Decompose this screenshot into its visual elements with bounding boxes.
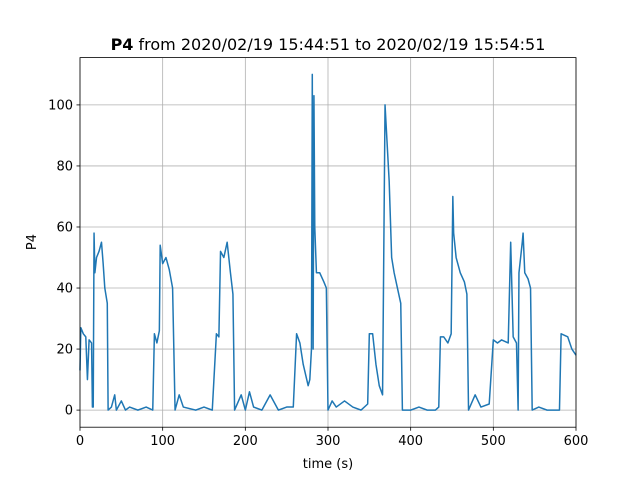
axes-frame xyxy=(79,57,577,428)
x-tick-label: 600 xyxy=(564,434,589,449)
y-axis-label: P4 xyxy=(25,234,40,250)
y-tick-label: 20 xyxy=(56,343,73,358)
x-tick-label: 0 xyxy=(76,434,84,449)
title-bold: P4 xyxy=(111,35,134,54)
y-tick-label: 100 xyxy=(48,98,73,113)
y-tick-label: 60 xyxy=(56,220,73,235)
x-tick-label: 500 xyxy=(481,434,506,449)
x-tick-label: 200 xyxy=(233,434,258,449)
x-tick-label: 100 xyxy=(150,434,175,449)
data-line xyxy=(79,73,577,411)
title-rest: from 2020/02/19 15:44:51 to 2020/02/19 1… xyxy=(139,35,546,54)
x-tick-label: 400 xyxy=(398,434,423,449)
x-axis-label: time (s) xyxy=(303,457,353,472)
y-tick-label: 80 xyxy=(56,159,73,174)
y-tick-label: 40 xyxy=(56,282,73,297)
chart-title: P4 from 2020/02/19 15:44:51 to 2020/02/1… xyxy=(111,35,546,54)
x-tick-label: 300 xyxy=(316,434,341,449)
y-tick-label: 0 xyxy=(65,404,73,419)
